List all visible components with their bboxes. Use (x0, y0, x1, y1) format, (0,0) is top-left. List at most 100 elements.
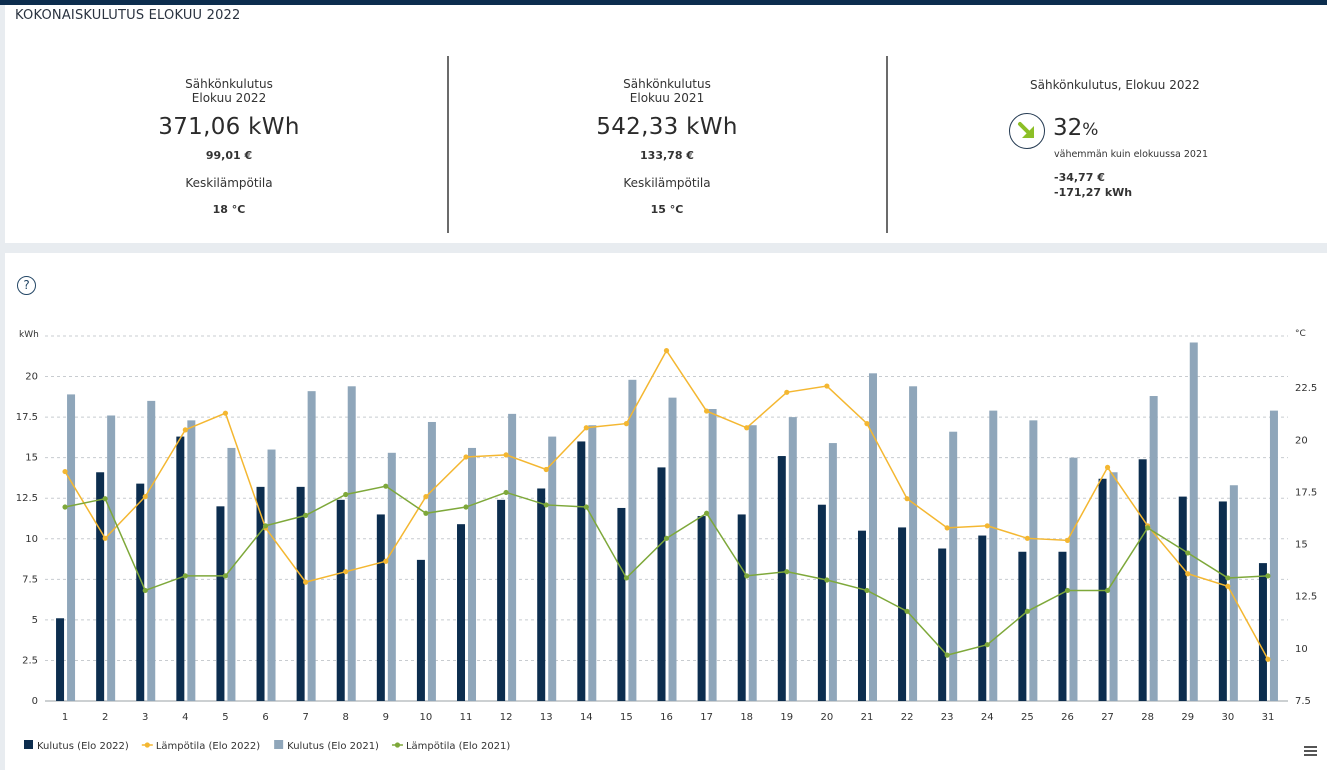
line-point (222, 573, 229, 579)
bar (1189, 342, 1198, 701)
bar (617, 507, 626, 701)
line-point (784, 569, 790, 575)
line-point (543, 502, 549, 508)
x-tick-label: 14 (580, 712, 593, 723)
bar (577, 441, 586, 701)
bar (508, 413, 517, 701)
bar (67, 394, 76, 701)
line-point (62, 504, 68, 510)
x-tick-label: 22 (901, 712, 914, 723)
x-tick-label: 2 (102, 712, 108, 723)
y-left-tick-label: 15 (25, 453, 38, 464)
comparison-delta-euros: -34,77 € (1054, 171, 1105, 184)
y-right-tick-label: 17.5 (1295, 487, 1317, 498)
bar (176, 436, 185, 701)
y-right-tick-label: 20 (1295, 435, 1308, 446)
x-tick-label: 24 (981, 712, 994, 723)
y-right-tick-label: 12.5 (1295, 592, 1317, 603)
line-point (102, 496, 108, 502)
line-point (1064, 537, 1071, 543)
arrow-down-right-icon (1009, 113, 1045, 149)
bar (1149, 396, 1158, 701)
bar (427, 421, 436, 701)
line-point (1265, 656, 1271, 662)
line-point (383, 558, 389, 564)
line-point (222, 410, 229, 416)
line-point (303, 512, 309, 518)
bar (216, 506, 225, 701)
x-tick-label: 21 (861, 712, 874, 723)
y-left-tick-label: 2.5 (22, 655, 38, 666)
line-point (1145, 525, 1151, 531)
series-line (64, 485, 1268, 656)
line-point (303, 579, 309, 585)
bar (1069, 457, 1078, 701)
bar (1178, 496, 1187, 701)
bar (416, 559, 425, 701)
x-tick-label: 31 (1262, 712, 1275, 723)
line-point (744, 425, 750, 431)
bar (817, 504, 826, 701)
kpi-previous-temp-value: 15 °C (650, 203, 684, 216)
bar (1258, 563, 1267, 701)
bar (96, 472, 105, 701)
y-left-tick-label: 0 (32, 696, 38, 707)
y-right-tick-label: 15 (1295, 540, 1308, 551)
legend-swatch (274, 740, 284, 749)
y-right-tick-label: 22.5 (1295, 383, 1317, 394)
line-point (423, 494, 429, 500)
bar (307, 391, 316, 701)
y-right-tick-label: 10 (1295, 644, 1308, 655)
hamburger-menu-icon[interactable] (1304, 746, 1317, 756)
line-point (583, 425, 589, 431)
line-point (343, 491, 349, 498)
bar (336, 499, 345, 701)
y-left-tick-label: 10 (25, 534, 38, 545)
line-point (182, 573, 188, 579)
summary-panel: KOKONAISKULUTUS ELOKUU 2022 Sähkönkulutu… (5, 5, 1327, 243)
question-circle-icon[interactable]: ? (17, 276, 36, 295)
x-tick-label: 15 (620, 712, 633, 723)
legend-swatch (24, 740, 33, 749)
bar (989, 410, 998, 701)
line-point (864, 421, 870, 427)
x-tick-label: 1 (62, 712, 68, 723)
line-point (102, 535, 108, 541)
line-point (1225, 575, 1231, 581)
line-point (663, 348, 670, 354)
line-point (503, 452, 509, 458)
line-point (663, 535, 670, 541)
y-left-axis-label: kWh (19, 330, 39, 340)
legend-swatch (144, 742, 150, 748)
x-tick-label: 23 (941, 712, 954, 723)
x-tick-label: 20 (821, 712, 834, 723)
bar (657, 467, 666, 701)
line-point (262, 523, 269, 529)
line-point (944, 525, 950, 531)
kpi-current-temp-value: 18 °C (212, 203, 246, 216)
bar (296, 486, 305, 701)
line-point (1104, 587, 1111, 594)
kpi-current-kwh: 371,06 kWh (158, 114, 300, 140)
x-tick-label: 28 (1141, 712, 1154, 723)
bar (788, 417, 797, 701)
x-tick-label: 7 (302, 712, 308, 723)
x-tick-label: 5 (222, 712, 228, 723)
bar (347, 386, 356, 701)
line-point (1024, 608, 1030, 614)
bar (588, 425, 597, 701)
line-point (503, 489, 509, 496)
line-point (142, 494, 148, 500)
line-point (864, 587, 870, 594)
line-point (543, 466, 549, 473)
bar (708, 409, 717, 701)
kpi-current-temp-label: Keskilämpötila (185, 176, 273, 190)
bar (1269, 410, 1278, 701)
x-tick-label: 4 (182, 712, 188, 723)
bar (56, 618, 65, 701)
comparison-percent-value: 32 (1053, 115, 1083, 141)
line-point (343, 569, 349, 575)
y-left-tick-label: 17.5 (16, 412, 38, 423)
x-tick-label: 18 (740, 712, 753, 723)
legend-label: Lämpötila (Elo 2021) (406, 741, 510, 752)
